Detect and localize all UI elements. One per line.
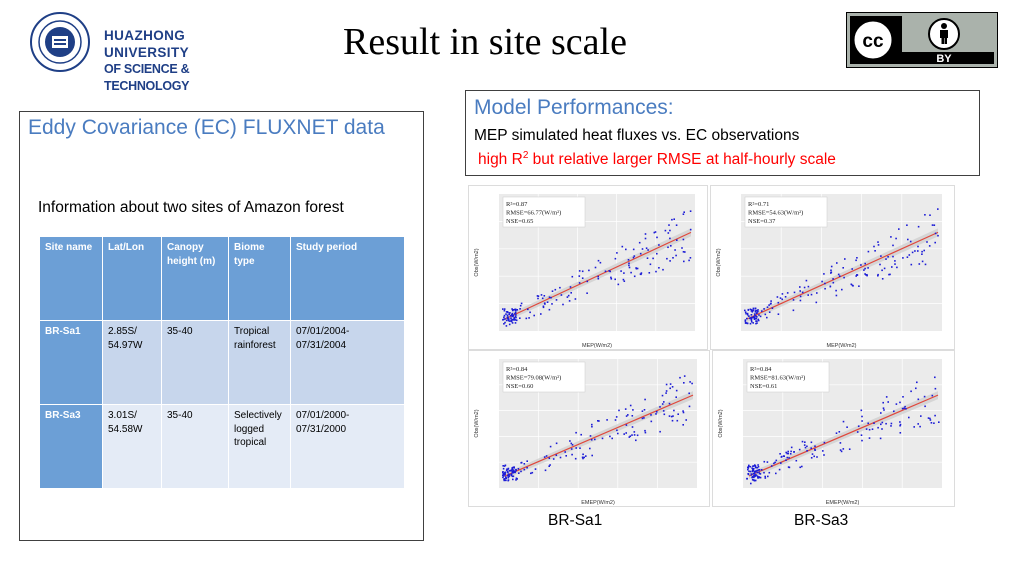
person-icon: [928, 18, 960, 50]
plot-r2-label: R²=0.84: [506, 366, 528, 373]
cell-canopy-height: 35-40: [161, 404, 229, 489]
fit-line: [504, 394, 694, 477]
plot-r2-label: R²=0.84: [750, 366, 772, 373]
model-comparison-text: MEP simulated heat fluxes vs. EC observa…: [474, 127, 800, 144]
cell-canopy-height: 35-40: [161, 320, 229, 405]
col-header-biome-type: Biome type: [228, 236, 291, 321]
scatter-plot-br-sa1-lower: R²=0.84 RMSE=79.08(W/m²) NSE=0.60 EMEP(W/m2…: [468, 350, 710, 507]
plot-stats-box: R²=0.71 RMSE=54.63(W/m²)NSE=0.37: [744, 196, 828, 228]
plot-stats-box: R²=0.84 RMSE=81.63(W/m²)NSE=0.61: [746, 361, 830, 393]
plot-x-axis-label: MEP(W/m2): [582, 343, 612, 349]
scatter-plot-br-sa3-lower: R²=0.84 RMSE=81.63(W/m²) NSE=0.61 EMEP(W/m2…: [712, 350, 955, 507]
cell-biome-type: Tropical rainforest: [228, 320, 291, 405]
model-performance-box: Model Performances: MEP simulated heat f…: [465, 90, 980, 176]
plot-rmse-label: RMSE=79.08(W/m²): [506, 375, 561, 382]
plot-stats-box: R²=0.87 RMSE=66.77(W/m²)NSE=0.65: [502, 196, 586, 228]
table-row: BR-Sa3 3.01S/ 54.58W 35-40 Selectively l…: [39, 404, 405, 489]
scatter-plot-br-sa1-upper: R²=0.87 RMSE=66.77(W/m²) NSE=0.65 MEP(W/m2)…: [468, 185, 708, 350]
fit-line: [504, 231, 692, 320]
plot-y-axis-label: Obs(W/m2): [474, 248, 480, 276]
cell-lat-lon: 2.85S/ 54.97W: [102, 320, 162, 405]
scatter-plot-br-sa3-upper: R²=0.71 RMSE=54.63(W/m²) NSE=0.37 MEP(W/m2)…: [710, 185, 955, 350]
cell-site-name: BR-Sa1: [39, 320, 103, 405]
col-header-canopy-height: Canopy height (m): [161, 236, 229, 321]
plot-stats-box: R²=0.84 RMSE=79.08(W/m²)NSE=0.60: [502, 361, 586, 393]
cc-by-license-badge[interactable]: cc BY: [846, 12, 998, 68]
plot-nse-label: NSE=0.60: [506, 383, 533, 390]
model-highlight-text: high R2 but relative larger RMSE at half…: [478, 150, 836, 169]
plot-r2-label: R²=0.87: [506, 201, 528, 208]
plot-rmse-label: RMSE=81.63(W/m²): [750, 375, 805, 382]
university-seal-icon: [30, 12, 90, 72]
model-performance-title: Model Performances:: [474, 96, 674, 119]
scatter-points: [744, 208, 939, 325]
plot-r2-label: R²=0.71: [748, 201, 769, 208]
plot-x-axis-label: EMEP(W/m2): [581, 500, 615, 506]
sites-info-subtitle: Information about two sites of Amazon fo…: [38, 199, 344, 216]
plot-x-axis-label: EMEP(W/m2): [826, 500, 860, 506]
col-header-site-name: Site name: [39, 236, 103, 321]
plot-nse-label: NSE=0.37: [748, 218, 776, 225]
plot-y-axis-label: Obs(W/m2): [718, 409, 724, 437]
plot-y-axis-label: Obs(W/m2): [474, 409, 480, 437]
table-row: BR-Sa1 2.85S/ 54.97W 35-40 Tropical rain…: [39, 320, 405, 405]
cell-biome-type: Selectively logged tropical: [228, 404, 291, 489]
col-header-study-period: Study period: [290, 236, 405, 321]
fluxnet-data-panel: Eddy Covariance (EC) FLUXNET data Inform…: [19, 111, 424, 541]
cell-site-name: BR-Sa3: [39, 404, 103, 489]
cc-icon: cc: [851, 18, 895, 62]
site-label-br-sa3: BR-Sa3: [794, 512, 849, 529]
site-label-br-sa1: BR-Sa1: [548, 512, 603, 529]
university-logo: HUAZHONG UNIVERSITY OF SCIENCE & TECHNOL…: [30, 12, 255, 93]
scatter-points: [502, 210, 692, 327]
university-name-line1: HUAZHONG UNIVERSITY: [104, 28, 190, 60]
cell-lat-lon: 3.01S/ 54.58W: [102, 404, 162, 489]
svg-text:cc: cc: [862, 31, 884, 52]
plot-nse-label: NSE=0.65: [506, 218, 533, 225]
license-badge-text: BY: [936, 53, 952, 65]
plot-rmse-label: RMSE=54.63(W/m²): [748, 210, 803, 217]
fluxnet-heading: Eddy Covariance (EC) FLUXNET data: [28, 116, 385, 139]
plot-rmse-label: RMSE=66.77(W/m²): [506, 210, 561, 217]
scatter-points: [746, 376, 940, 485]
plot-y-axis-label: Obs(W/m2): [716, 248, 722, 276]
cell-study-period: 07/01/2000- 07/31/2000: [290, 404, 405, 489]
scatter-points: [502, 375, 693, 482]
cell-study-period: 07/01/2004- 07/31/2004: [290, 320, 405, 405]
col-header-lat-lon: Lat/Lon: [102, 236, 162, 321]
page-title: Result in site scale: [343, 21, 627, 63]
sites-table: Site name Lat/Lon Canopy height (m) Biom…: [39, 236, 405, 489]
plot-x-axis-label: MEP(W/m2): [827, 343, 857, 349]
table-header-row: Site name Lat/Lon Canopy height (m) Biom…: [39, 236, 405, 321]
university-name-line2: OF SCIENCE & TECHNOLOGY: [104, 62, 190, 93]
fit-line: [746, 231, 939, 320]
plot-nse-label: NSE=0.61: [750, 383, 777, 390]
